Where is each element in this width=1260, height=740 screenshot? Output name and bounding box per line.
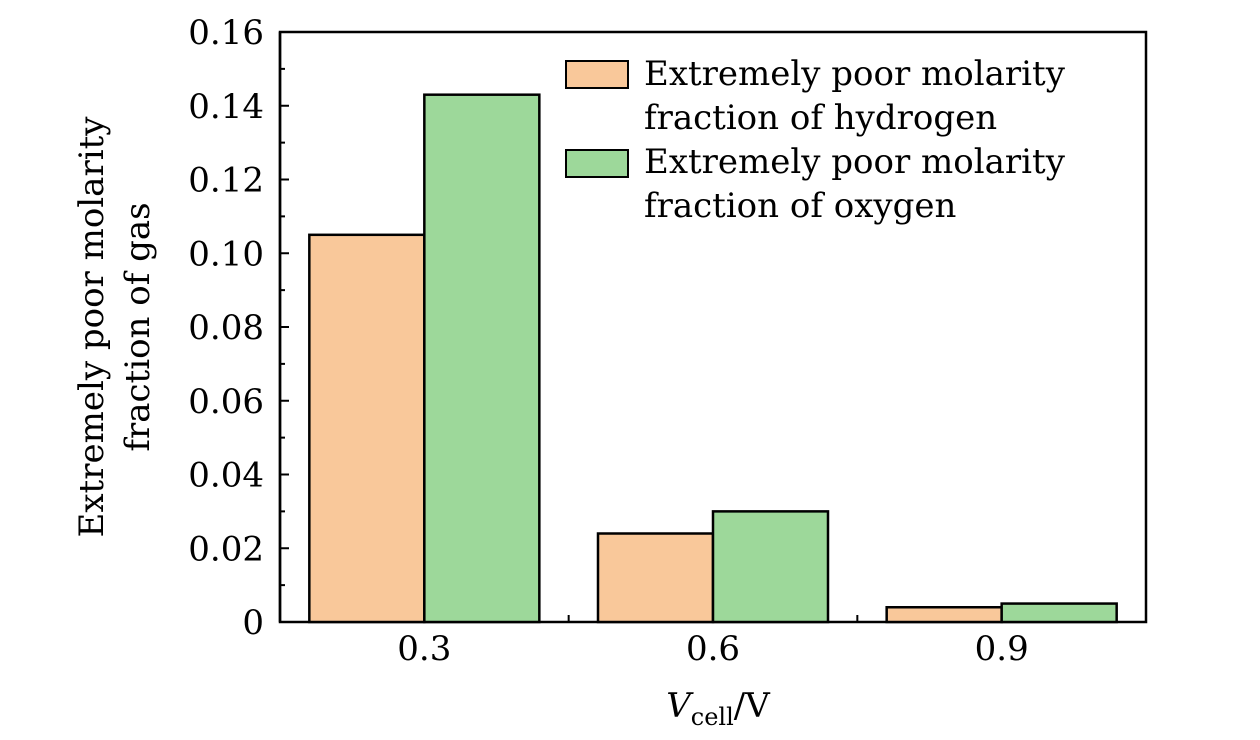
legend-label-hydrogen-line-2: fraction of hydrogen — [644, 98, 997, 138]
legend-label-oxygen-line-1: Extremely poor molarity — [644, 142, 1066, 182]
bar-hydrogen-0.3 — [308, 233, 426, 624]
legend-swatch-hydrogen — [565, 60, 629, 89]
y-tick-label: 0.10 — [188, 234, 264, 274]
y-tick-label: 0.04 — [188, 456, 264, 496]
y-tick-label: 0 — [242, 603, 264, 643]
x-axis-title-main: V — [666, 686, 694, 726]
y-axis-title-line-1: Extremely poor molarity — [72, 116, 112, 538]
bar-oxygen-0.9 — [1000, 602, 1118, 624]
y-tick-label: 0.14 — [188, 87, 264, 127]
legend: Extremely poor molarity fraction of hydr… — [565, 54, 1066, 226]
x-tick-label: 0.3 — [397, 629, 451, 669]
y-axis: 0 0.02 0.04 0.06 0.08 0.10 0.12 0.14 0.16 — [188, 13, 289, 643]
bar-hydrogen-0.6 — [596, 532, 715, 624]
y-tick-label: 0.12 — [188, 161, 264, 201]
bars-group — [308, 93, 1118, 624]
x-tick-label: 0.9 — [975, 629, 1029, 669]
y-tick-label: 0.08 — [188, 308, 264, 348]
x-axis-title-sub: cell — [691, 703, 734, 731]
x-axis: 0.3 0.6 0.9 — [397, 615, 1029, 669]
legend-label-hydrogen-line-1: Extremely poor molarity — [644, 54, 1066, 94]
y-tick-label: 0.02 — [188, 529, 264, 569]
y-axis-title-line-2: fraction of gas — [118, 202, 158, 451]
bar-oxygen-0.3 — [423, 93, 541, 624]
y-axis-title: Extremely poor molarity fraction of gas — [72, 116, 158, 538]
legend-swatch-oxygen — [565, 149, 629, 178]
y-tick-label: 0.06 — [188, 382, 264, 422]
legend-label-oxygen-line-2: fraction of oxygen — [644, 186, 956, 226]
bar-hydrogen-0.9 — [885, 606, 1003, 624]
x-axis-title: Vcell/V — [666, 686, 771, 731]
x-axis-title-suffix: /V — [734, 686, 771, 726]
bar-oxygen-0.6 — [711, 510, 830, 624]
x-tick-label: 0.6 — [686, 629, 740, 669]
y-tick-label: 0.16 — [188, 13, 264, 53]
